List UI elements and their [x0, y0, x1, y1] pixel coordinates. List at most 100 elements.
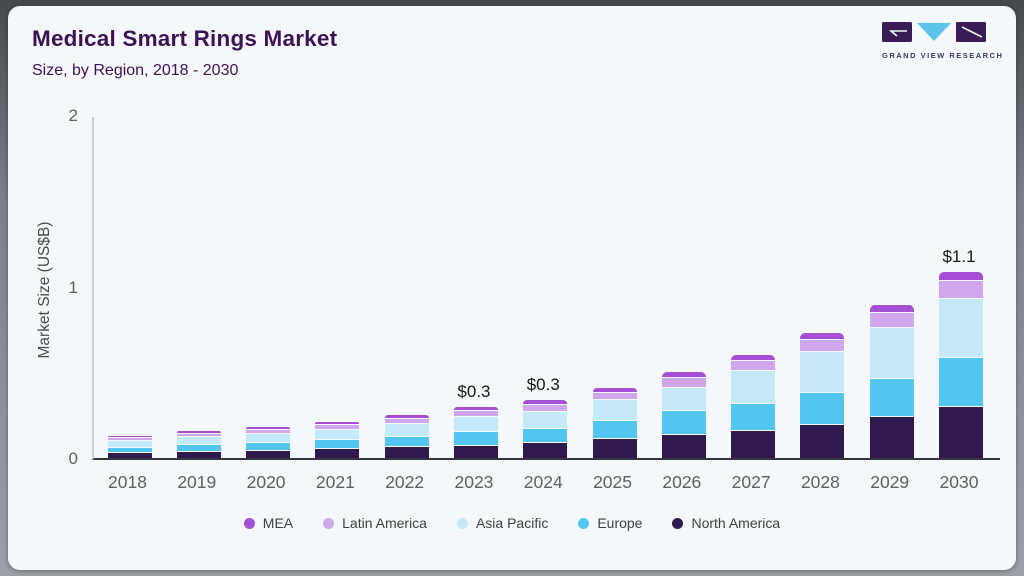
legend-item-latin-america: Latin America	[323, 515, 427, 531]
segment-europe-2020	[246, 442, 291, 450]
segment-north-america-2025	[592, 438, 637, 458]
segment-asia-pacific-2025	[592, 399, 637, 421]
segment-north-america-2022	[384, 446, 429, 458]
x-tick-2026: 2026	[662, 472, 702, 492]
legend-dot-icon	[323, 517, 335, 529]
segment-europe-2023	[453, 431, 498, 445]
segment-latin-america-2021	[315, 424, 360, 429]
x-tick-2022: 2022	[385, 472, 425, 492]
page-title: Medical Smart Rings Market	[32, 26, 338, 51]
bar-2026	[661, 372, 706, 458]
segment-mea-2026	[661, 372, 706, 378]
legend-item-asia-pacific: Asia Pacific	[456, 515, 549, 531]
bar-2027	[731, 354, 776, 458]
segment-north-america-2023	[453, 444, 498, 458]
segment-europe-2026	[661, 410, 706, 435]
segment-mea-2019	[176, 431, 221, 433]
segment-mea-2025	[592, 387, 637, 392]
legend-dot-icon	[456, 517, 468, 529]
segment-latin-america-2018	[107, 436, 152, 440]
x-tick-2027: 2027	[731, 472, 771, 492]
bar-2028	[800, 332, 845, 458]
segment-latin-america-2022	[384, 417, 429, 424]
segment-latin-america-2019	[176, 432, 221, 437]
segment-asia-pacific-2018	[107, 439, 152, 447]
y-tick-0: 0	[68, 449, 78, 468]
segment-europe-2018	[107, 446, 152, 452]
segment-asia-pacific-2021	[315, 428, 360, 440]
legend: MEA Latin America Asia Pacific Europe North …	[0, 515, 1024, 531]
plot-area	[92, 117, 1000, 460]
legend-item-europe: Europe	[578, 515, 642, 531]
segment-europe-2030	[939, 356, 983, 407]
bar-value-label-2024: $0.3	[526, 374, 560, 394]
x-tick-2030: 2030	[939, 472, 979, 492]
segment-europe-2021	[315, 439, 360, 449]
segment-latin-america-2028	[800, 338, 845, 352]
x-tick-2029: 2029	[870, 472, 910, 492]
segment-north-america-2028	[800, 423, 845, 458]
segment-europe-2029	[869, 377, 914, 417]
segment-europe-2019	[176, 444, 221, 451]
segment-asia-pacific-2027	[731, 370, 776, 404]
segment-mea-2027	[731, 354, 776, 361]
segment-north-america-2020	[246, 449, 291, 458]
segment-mea-2024	[523, 399, 568, 404]
segment-north-america-2027	[731, 429, 776, 458]
x-tick-2028: 2028	[800, 472, 840, 492]
x-tick-2025: 2025	[593, 472, 632, 492]
legend-item-mea: MEA	[243, 515, 293, 531]
segment-latin-america-2029	[869, 311, 914, 327]
segment-europe-2024	[523, 427, 568, 442]
segment-north-america-2026	[661, 434, 706, 458]
bar-2023	[453, 406, 498, 458]
segment-latin-america-2025	[592, 391, 637, 400]
segment-europe-2027	[731, 403, 776, 430]
bar-2021	[315, 422, 360, 458]
bar-2025	[592, 387, 637, 458]
bar-value-label-2023: $0.3	[457, 381, 491, 401]
x-tick-2019: 2019	[177, 472, 217, 492]
legend-dot-icon	[672, 517, 684, 529]
segment-mea-2018	[107, 435, 152, 437]
segment-mea-2028	[800, 332, 845, 339]
segment-asia-pacific-2028	[800, 351, 845, 392]
grand-view-research-logo: GRAND VIEW RESEARCH	[882, 22, 1004, 60]
y-tick-1: 1	[68, 277, 78, 297]
bar-2018	[107, 435, 152, 458]
segment-asia-pacific-2026	[661, 386, 706, 411]
bar-2019	[176, 431, 221, 458]
bar-2020	[246, 427, 291, 458]
segment-mea-2021	[315, 422, 360, 425]
x-tick-2021: 2021	[315, 472, 355, 492]
segment-europe-2025	[592, 420, 637, 439]
segment-latin-america-2024	[523, 403, 568, 411]
segment-north-america-2029	[869, 416, 914, 458]
segment-asia-pacific-2020	[246, 432, 291, 443]
gvr-logo-icon	[882, 22, 986, 42]
chart-card	[8, 6, 1016, 570]
legend-label: Asia Pacific	[475, 515, 549, 531]
segment-latin-america-2027	[731, 360, 776, 371]
x-tick-2018: 2018	[108, 472, 147, 492]
segment-mea-2020	[246, 427, 291, 429]
bar-value-label-2030: $1.1	[942, 247, 976, 267]
segment-latin-america-2026	[661, 377, 706, 387]
segment-north-america-2030	[939, 406, 983, 458]
segment-latin-america-2030	[939, 279, 983, 298]
legend-label: Latin America	[342, 515, 427, 531]
segment-north-america-2018	[107, 451, 152, 458]
page-subtitle: Size, by Region, 2018 - 2030	[32, 62, 239, 79]
segment-asia-pacific-2024	[523, 410, 568, 428]
segment-mea-2030	[939, 272, 983, 280]
legend-item-north-america: North America	[672, 515, 780, 531]
segment-asia-pacific-2030	[939, 297, 983, 357]
segment-latin-america-2020	[246, 428, 291, 433]
segment-latin-america-2023	[453, 410, 498, 416]
x-tick-2024: 2024	[523, 472, 563, 492]
y-tick-2: 2	[68, 106, 78, 125]
logo-text: GRAND VIEW RESEARCH	[882, 51, 1004, 60]
bar-2022	[384, 415, 429, 458]
segment-asia-pacific-2029	[869, 326, 914, 378]
